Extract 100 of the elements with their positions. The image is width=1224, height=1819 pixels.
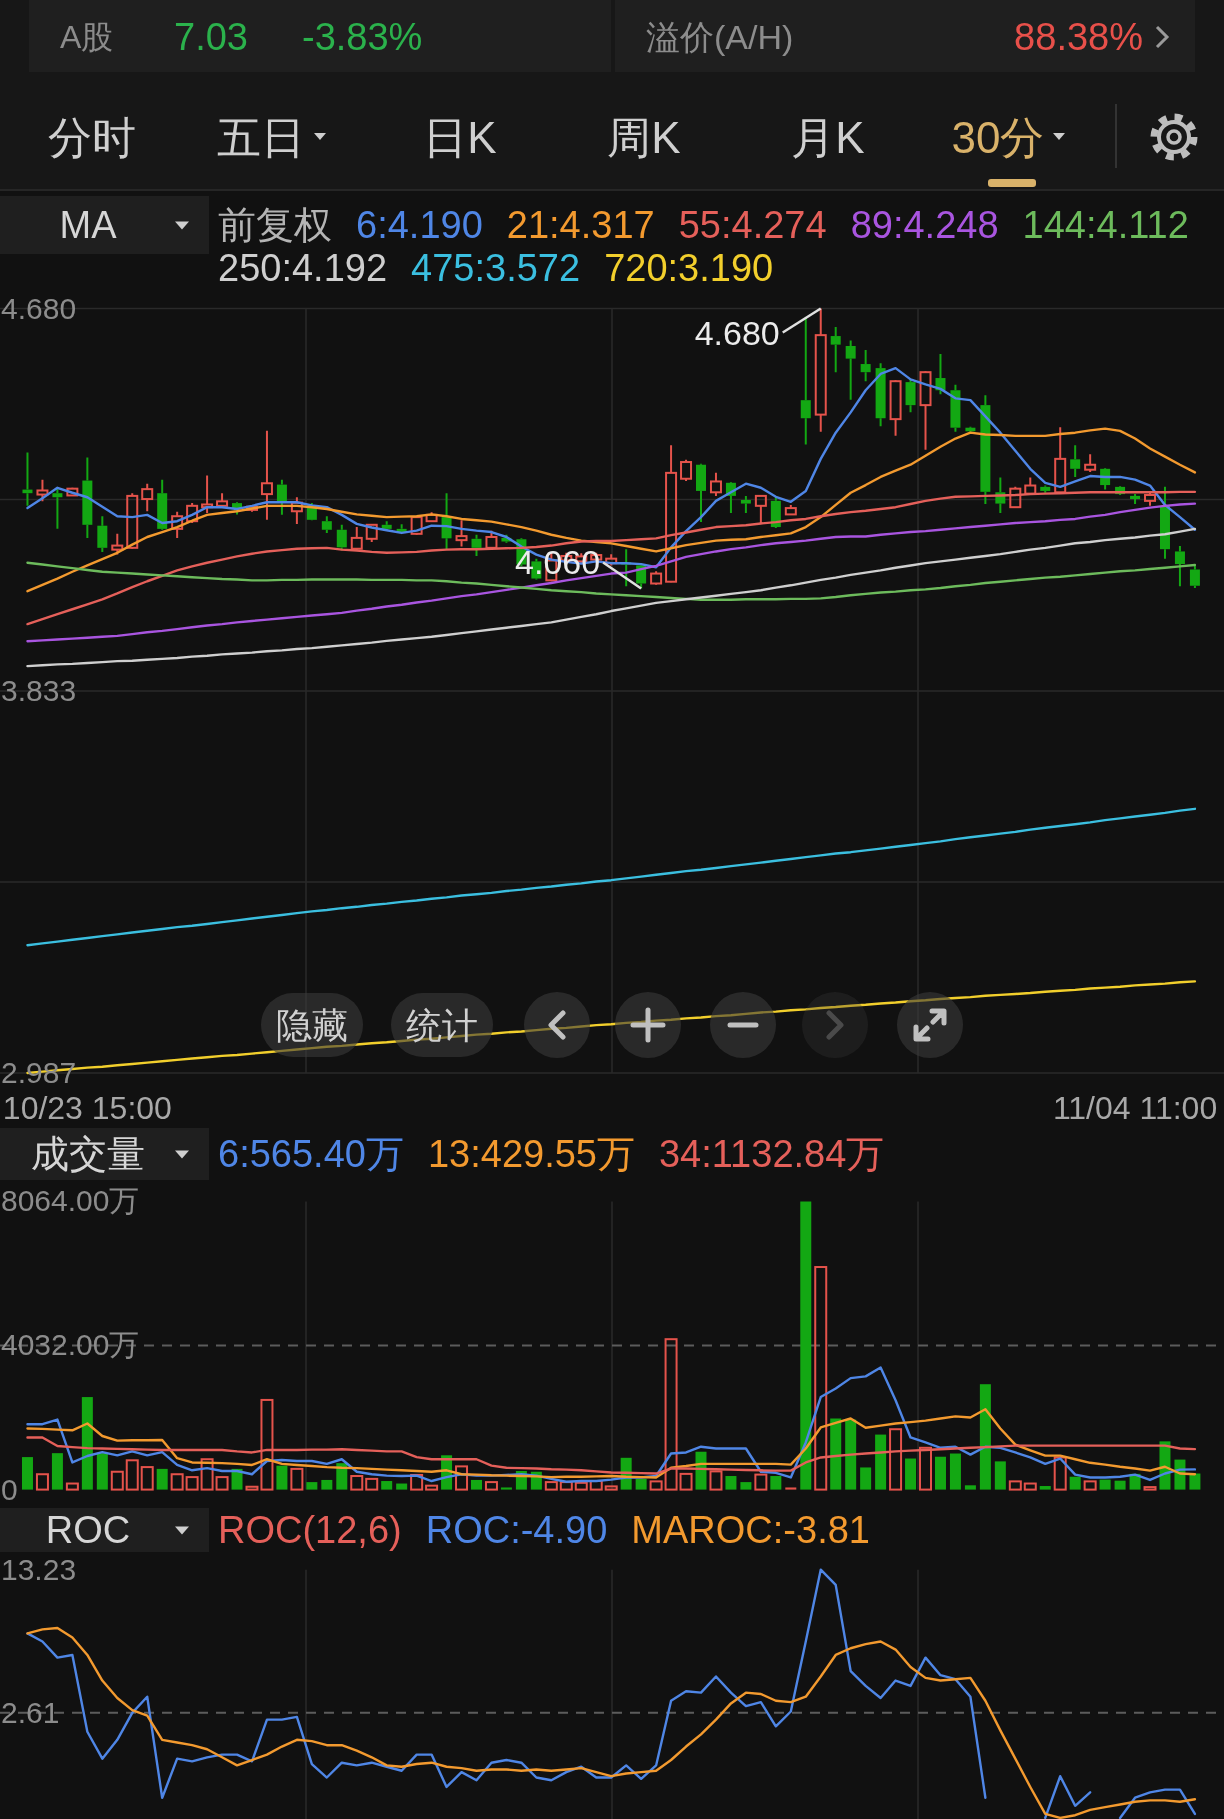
bar [35, 1473, 49, 1491]
bar [544, 1481, 558, 1491]
bar [336, 1463, 348, 1490]
bar [994, 1461, 1006, 1490]
bar [156, 1468, 168, 1490]
text: A股 [60, 19, 114, 55]
text: 720:3.190 [604, 247, 774, 289]
bar [770, 1476, 782, 1490]
bar [1143, 1486, 1157, 1491]
bar [81, 1397, 93, 1490]
bar [484, 1481, 498, 1491]
chart-title: MA [59, 204, 118, 246]
bar [740, 1482, 752, 1490]
legend-label: 250:4.192 [218, 247, 388, 289]
bar [1023, 1482, 1037, 1491]
bar [185, 1476, 199, 1491]
bar [919, 1446, 933, 1491]
bar [1189, 1473, 1201, 1490]
annotation: 统计 [406, 1004, 478, 1046]
x-tick-label: 11/04 11:00 [1052, 1090, 1218, 1126]
bar [889, 1428, 903, 1491]
bar [725, 1476, 737, 1490]
bar [649, 1480, 663, 1491]
text: 89:4.248 [850, 204, 999, 246]
y-tick-label: 0 [1, 1472, 18, 1506]
bar [396, 1483, 408, 1490]
bar [276, 1465, 288, 1490]
line-series [26, 1408, 1197, 1479]
line-series [26, 1366, 1197, 1483]
bar [381, 1481, 393, 1490]
text: ROC:-4.90 [425, 1509, 608, 1551]
bar [215, 1476, 229, 1491]
bar [754, 1473, 768, 1491]
y-tick-label: 3.833 [1, 673, 77, 707]
bar [709, 1470, 723, 1491]
text: 30分 [951, 112, 1045, 162]
annotation: 隐藏 [276, 1004, 348, 1046]
bar [934, 1456, 946, 1490]
text: 月K [791, 112, 865, 162]
text: 周K [607, 112, 681, 162]
bar [170, 1473, 184, 1491]
text: 日K [423, 112, 497, 162]
bar [500, 1487, 512, 1490]
y-tick-label: 2.61 [1, 1695, 60, 1729]
y-tick-label: 13.23 [1, 1552, 77, 1586]
bar [964, 1485, 976, 1490]
text: 溢价(A/H) [646, 18, 794, 56]
line-series [26, 427, 1197, 593]
bar [800, 1201, 812, 1490]
bar [814, 1266, 828, 1491]
bar [1069, 1476, 1081, 1490]
bar [200, 1458, 214, 1491]
text: 6:565.40万 [218, 1133, 404, 1175]
y-tick-label: 4.680 [1, 291, 77, 325]
bar [635, 1478, 647, 1490]
line-series [26, 807, 1197, 947]
y-tick-label: 8064.00万 [1, 1183, 140, 1217]
text: 144:4.112 [1022, 204, 1189, 246]
bar [125, 1459, 139, 1491]
bar [365, 1477, 379, 1491]
line-series [26, 1436, 1197, 1475]
x-tick-label: 10/23 15:00 [2, 1090, 172, 1126]
bar [830, 1418, 842, 1490]
bar [140, 1466, 154, 1491]
text: MAROC:-3.81 [631, 1509, 870, 1551]
bar [471, 1479, 482, 1490]
bar [410, 1473, 424, 1491]
bar [306, 1482, 318, 1490]
text: -3.83% [302, 16, 423, 58]
text: 55:4.274 [678, 204, 827, 246]
bar [589, 1480, 603, 1491]
bar [21, 1457, 33, 1490]
bar [260, 1398, 274, 1491]
text: 475:3.572 [411, 247, 581, 289]
text: 6:4.190 [356, 204, 483, 246]
bar [979, 1384, 991, 1490]
text: 7.03 [174, 16, 248, 58]
text: 34:1132.84万 [658, 1133, 885, 1175]
bar [875, 1434, 887, 1490]
chart-subtitle: ROC(12,6) [218, 1509, 402, 1551]
bar [860, 1467, 872, 1490]
line-series [26, 502, 1197, 643]
bar [1039, 1486, 1051, 1490]
bar [905, 1458, 917, 1490]
bar [96, 1453, 108, 1490]
bar [110, 1470, 124, 1491]
bar [245, 1485, 259, 1491]
bar [845, 1419, 857, 1490]
bar [1008, 1480, 1022, 1491]
bar [350, 1475, 364, 1491]
bar [1083, 1480, 1097, 1491]
button: 统计 [391, 993, 493, 1057]
bar [51, 1453, 63, 1490]
text: 21:4.317 [506, 204, 655, 246]
bar [1053, 1456, 1067, 1491]
chart-subtitle: 前复权 [218, 204, 332, 246]
text: 五日 [217, 112, 305, 162]
bar [1114, 1480, 1126, 1490]
text: 分时 [48, 112, 136, 162]
text: 13:429.55万 [427, 1133, 635, 1175]
